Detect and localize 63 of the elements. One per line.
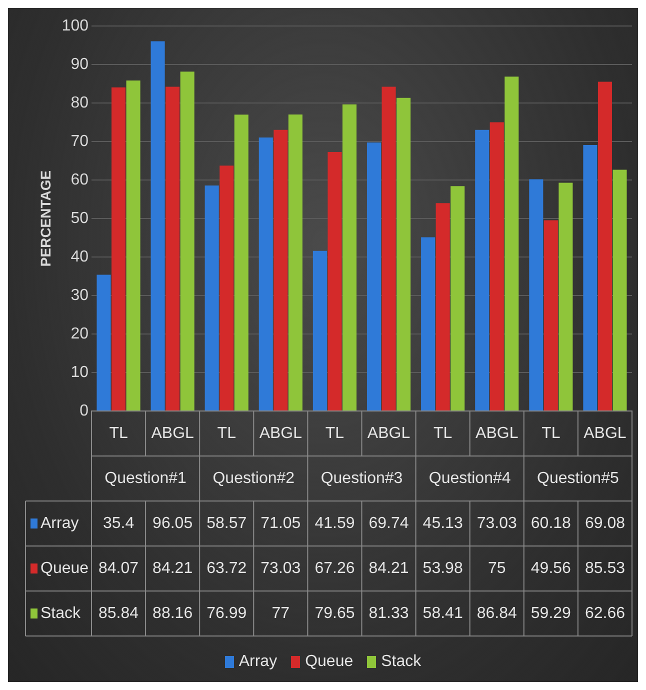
- x-tick-label: TL: [217, 424, 236, 442]
- y-tick-label: 80: [70, 94, 89, 112]
- data-label: 53.98: [422, 560, 463, 577]
- data-label: 88.16: [152, 604, 193, 622]
- x-tick-label: ABGL: [151, 424, 194, 442]
- data-label: 79.65: [314, 604, 355, 622]
- y-tick-label: 50: [70, 210, 89, 227]
- text: Question#2: [212, 470, 295, 487]
- data-label: 58.57: [206, 514, 247, 532]
- data-label: 63.72: [206, 560, 247, 577]
- text: Stack: [381, 653, 422, 670]
- legend-label: Queue: [40, 560, 89, 577]
- y-tick-label: 70: [70, 132, 89, 150]
- data-label: 84.07: [98, 560, 139, 577]
- x-tick-label: TL: [542, 424, 560, 442]
- x-tick-label: ABGL: [259, 424, 302, 442]
- data-label: 71.05: [260, 514, 301, 532]
- data-label: 58.41: [422, 604, 463, 622]
- data-label: 62.66: [584, 604, 626, 622]
- legend-label: Array: [40, 514, 79, 532]
- x-tick-label: ABGL: [584, 424, 626, 442]
- data-label: 67.26: [314, 560, 355, 577]
- data-label: 60.18: [530, 514, 572, 532]
- x-tick-label: ABGL: [367, 424, 410, 442]
- y-tick-label: 100: [62, 17, 89, 34]
- data-label: 59.29: [530, 604, 572, 622]
- data-label: 81.33: [368, 604, 409, 622]
- data-label: 84.21: [152, 560, 193, 577]
- data-label: 75: [488, 560, 506, 577]
- data-label: 96.05: [152, 514, 193, 532]
- x-tick-label: TL: [433, 424, 452, 442]
- data-label: 41.59: [314, 514, 355, 532]
- data-label: 76.99: [206, 604, 247, 622]
- y-axis-title: PERCENTAGE: [37, 170, 54, 267]
- text: Queue: [305, 653, 354, 670]
- data-label: 73.03: [476, 514, 517, 532]
- text: Question#1: [104, 470, 187, 487]
- x-tick-label: TL: [325, 424, 344, 442]
- y-tick-label: 0: [80, 402, 89, 420]
- y-tick-label: 60: [70, 171, 89, 188]
- y-tick-label: 20: [70, 325, 89, 342]
- y-tick-label: 10: [70, 364, 89, 381]
- y-tick-label: 30: [70, 286, 89, 304]
- data-label: 84.21: [368, 560, 409, 577]
- data-label: 69.74: [368, 514, 409, 532]
- text: Question#5: [537, 470, 619, 487]
- data-label: 85.84: [98, 604, 139, 622]
- data-label: 35.4: [102, 514, 134, 532]
- data-label: 85.53: [584, 560, 626, 577]
- text: Array: [238, 653, 278, 670]
- y-tick-label: 40: [70, 248, 89, 266]
- data-label: 45.13: [422, 514, 463, 532]
- data-label: 69.08: [584, 514, 626, 532]
- x-tick-label: ABGL: [476, 424, 518, 442]
- data-label: 49.56: [530, 560, 572, 577]
- legend-label: Stack: [40, 604, 82, 622]
- x-tick-label: TL: [109, 424, 128, 442]
- text: Question#4: [428, 470, 511, 487]
- data-label: 86.84: [476, 604, 517, 622]
- text: Question#3: [320, 470, 403, 487]
- data-label: 77: [272, 604, 290, 622]
- data-label: 73.03: [260, 560, 301, 577]
- y-tick-label: 90: [70, 56, 89, 73]
